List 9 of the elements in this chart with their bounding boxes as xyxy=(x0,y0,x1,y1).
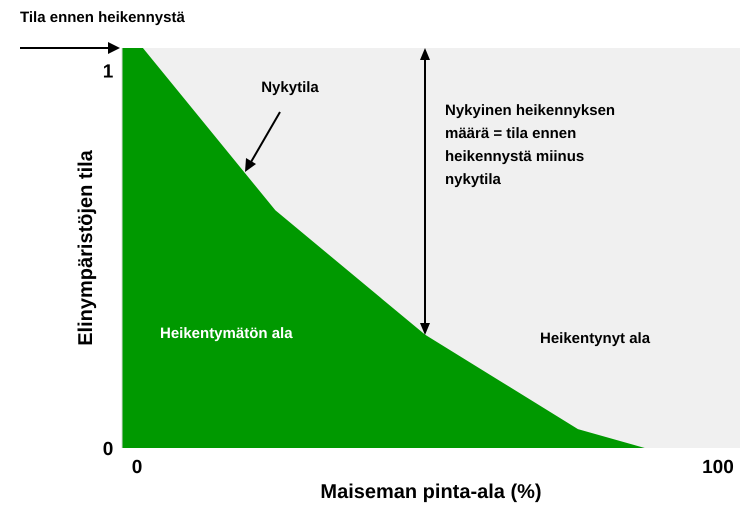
y-tick-label: 1 xyxy=(102,62,114,83)
text: Tila ennen heikennystä xyxy=(20,9,186,26)
x-tick-label: 100 xyxy=(702,457,734,478)
annotation: Heikentynyt ala xyxy=(540,330,651,347)
y-axis-title: Elinympäristöjen tila xyxy=(75,149,97,346)
annotation: Heikentymätön ala xyxy=(160,325,294,342)
x-axis-title: Maiseman pinta-ala (%) xyxy=(320,481,542,503)
annotation: Nykyinen heikennyksen määrä = tila ennen heikennystä miinus nykytila xyxy=(445,102,616,188)
annotation: Nykytila xyxy=(261,79,320,96)
